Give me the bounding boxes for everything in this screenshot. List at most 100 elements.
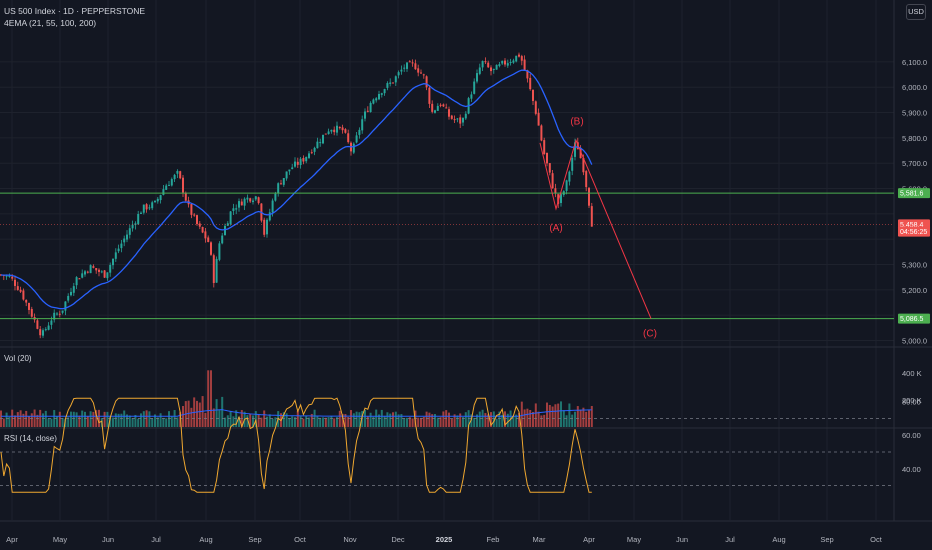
candle-body	[389, 82, 392, 84]
volume-bar	[431, 414, 434, 427]
candle-body	[131, 224, 134, 229]
volume-bar	[25, 410, 28, 427]
candle-body	[380, 93, 383, 95]
volume-bar	[92, 411, 95, 427]
candle-body	[212, 255, 215, 283]
volume-bar	[302, 418, 305, 427]
candle-body	[420, 72, 422, 74]
volume-bar	[198, 402, 201, 427]
candle-body	[196, 215, 198, 225]
volume-bar	[36, 414, 39, 427]
volume-bar	[436, 417, 439, 427]
candle-body	[366, 110, 369, 112]
candle-body	[126, 234, 128, 240]
candle-body	[445, 107, 448, 109]
candle-body	[263, 219, 266, 235]
candle-body	[16, 286, 19, 290]
price-tag-label: 5,458.4	[900, 222, 923, 229]
volume-bar	[154, 414, 156, 427]
volume-bar	[582, 407, 585, 427]
volume-bar	[215, 399, 218, 427]
candle-body	[560, 194, 562, 203]
price-tick-label: 5,700.0	[902, 159, 927, 168]
volume-bar	[81, 410, 84, 427]
volume-bar	[590, 405, 593, 427]
candle-body	[109, 264, 112, 273]
candle-body	[347, 133, 350, 143]
volume-bar	[268, 414, 271, 427]
volume-bar	[282, 412, 285, 427]
candle-body	[14, 279, 16, 286]
candle-body	[481, 60, 484, 68]
rsi-pane-title[interactable]: RSI (14, close)	[4, 434, 57, 443]
candle-body	[358, 129, 361, 135]
volume-ma-line	[1, 409, 592, 417]
volume-pane-title[interactable]: Vol (20)	[4, 354, 32, 363]
volume-bar	[117, 413, 120, 427]
candle-body	[190, 204, 193, 215]
candle-body	[546, 152, 548, 164]
volume-bar	[142, 411, 145, 427]
candle-body	[473, 81, 476, 94]
volume-bar	[252, 415, 254, 427]
indicator-legend[interactable]: 4EMA (21, 55, 100, 200)	[4, 18, 97, 28]
candle-body	[333, 129, 336, 133]
candle-body	[5, 275, 8, 277]
volume-bar	[224, 417, 226, 427]
candle-body	[450, 115, 453, 119]
candle-body	[504, 60, 506, 65]
time-axis-label: 2025	[436, 535, 453, 544]
candle-body	[414, 63, 417, 70]
volume-bar	[389, 413, 392, 427]
volume-bar	[442, 411, 445, 427]
candle-body	[226, 223, 229, 226]
currency-button[interactable]: USD	[906, 4, 926, 20]
candle-body	[590, 206, 593, 227]
volume-bar	[112, 417, 114, 427]
volume-bar	[338, 410, 341, 427]
volume-bar	[103, 411, 106, 427]
candle-body	[495, 64, 498, 70]
candle-body	[173, 174, 176, 180]
candle-body	[168, 184, 170, 186]
volume-bar	[44, 410, 47, 427]
volume-bar	[137, 418, 140, 427]
volume-bar	[408, 417, 411, 427]
candle-body	[201, 226, 204, 233]
candle-body	[406, 62, 408, 69]
candle-body	[28, 302, 30, 310]
candle-body	[184, 192, 187, 201]
volume-bar	[170, 416, 173, 427]
volume-bar	[375, 409, 378, 427]
volume-bar	[176, 417, 179, 427]
candle-body	[442, 104, 445, 107]
volume-bar	[574, 411, 576, 427]
volume-bar	[64, 418, 67, 427]
candle-body	[277, 183, 280, 194]
candle-body	[92, 266, 95, 268]
volume-bar	[168, 411, 170, 427]
time-axis-label: May	[627, 535, 641, 544]
candle-body	[529, 77, 532, 90]
volume-bar	[506, 413, 509, 427]
candle-body	[487, 62, 490, 68]
volume-bar	[226, 415, 229, 427]
candle-body	[336, 125, 338, 133]
volume-bar	[310, 413, 313, 427]
volume-bar	[2, 418, 5, 427]
volume-bar	[16, 412, 19, 427]
candle-body	[462, 118, 464, 123]
volume-bar	[56, 416, 58, 427]
volume-bar	[520, 401, 523, 427]
volume-bar	[196, 400, 198, 427]
time-axis-label: Jun	[102, 535, 114, 544]
candle-body	[324, 133, 327, 135]
candle-body	[588, 187, 590, 206]
candle-body	[422, 74, 425, 76]
candle-body	[271, 200, 274, 213]
volume-bar	[246, 415, 249, 427]
volume-tick-label: 200 K	[902, 396, 922, 405]
candle-body	[512, 60, 515, 63]
volume-bar	[0, 410, 2, 427]
